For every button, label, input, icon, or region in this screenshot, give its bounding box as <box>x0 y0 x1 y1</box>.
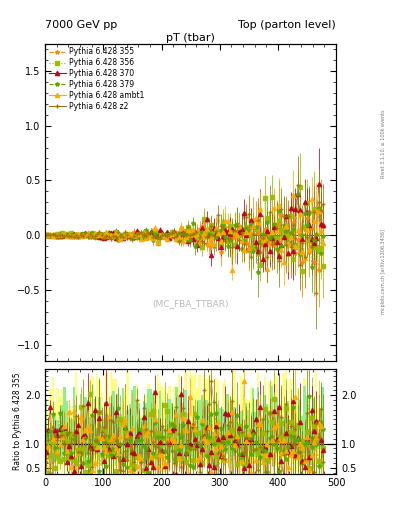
Text: mcplots.cern.ch [arXiv:1306.3436]: mcplots.cern.ch [arXiv:1306.3436] <box>381 229 386 314</box>
Title: pT (tbar): pT (tbar) <box>166 33 215 42</box>
Legend: Pythia 6.428 355, Pythia 6.428 356, Pythia 6.428 370, Pythia 6.428 379, Pythia 6: Pythia 6.428 355, Pythia 6.428 356, Pyth… <box>48 46 146 113</box>
Text: Rivet 3.1.10, ≥ 100k events: Rivet 3.1.10, ≥ 100k events <box>381 109 386 178</box>
Text: 7000 GeV pp: 7000 GeV pp <box>45 19 118 30</box>
Y-axis label: Ratio to Pythia 6.428 355: Ratio to Pythia 6.428 355 <box>13 372 22 470</box>
Text: Top (parton level): Top (parton level) <box>238 19 336 30</box>
Text: (MC_FBA_TTBAR): (MC_FBA_TTBAR) <box>152 300 229 308</box>
